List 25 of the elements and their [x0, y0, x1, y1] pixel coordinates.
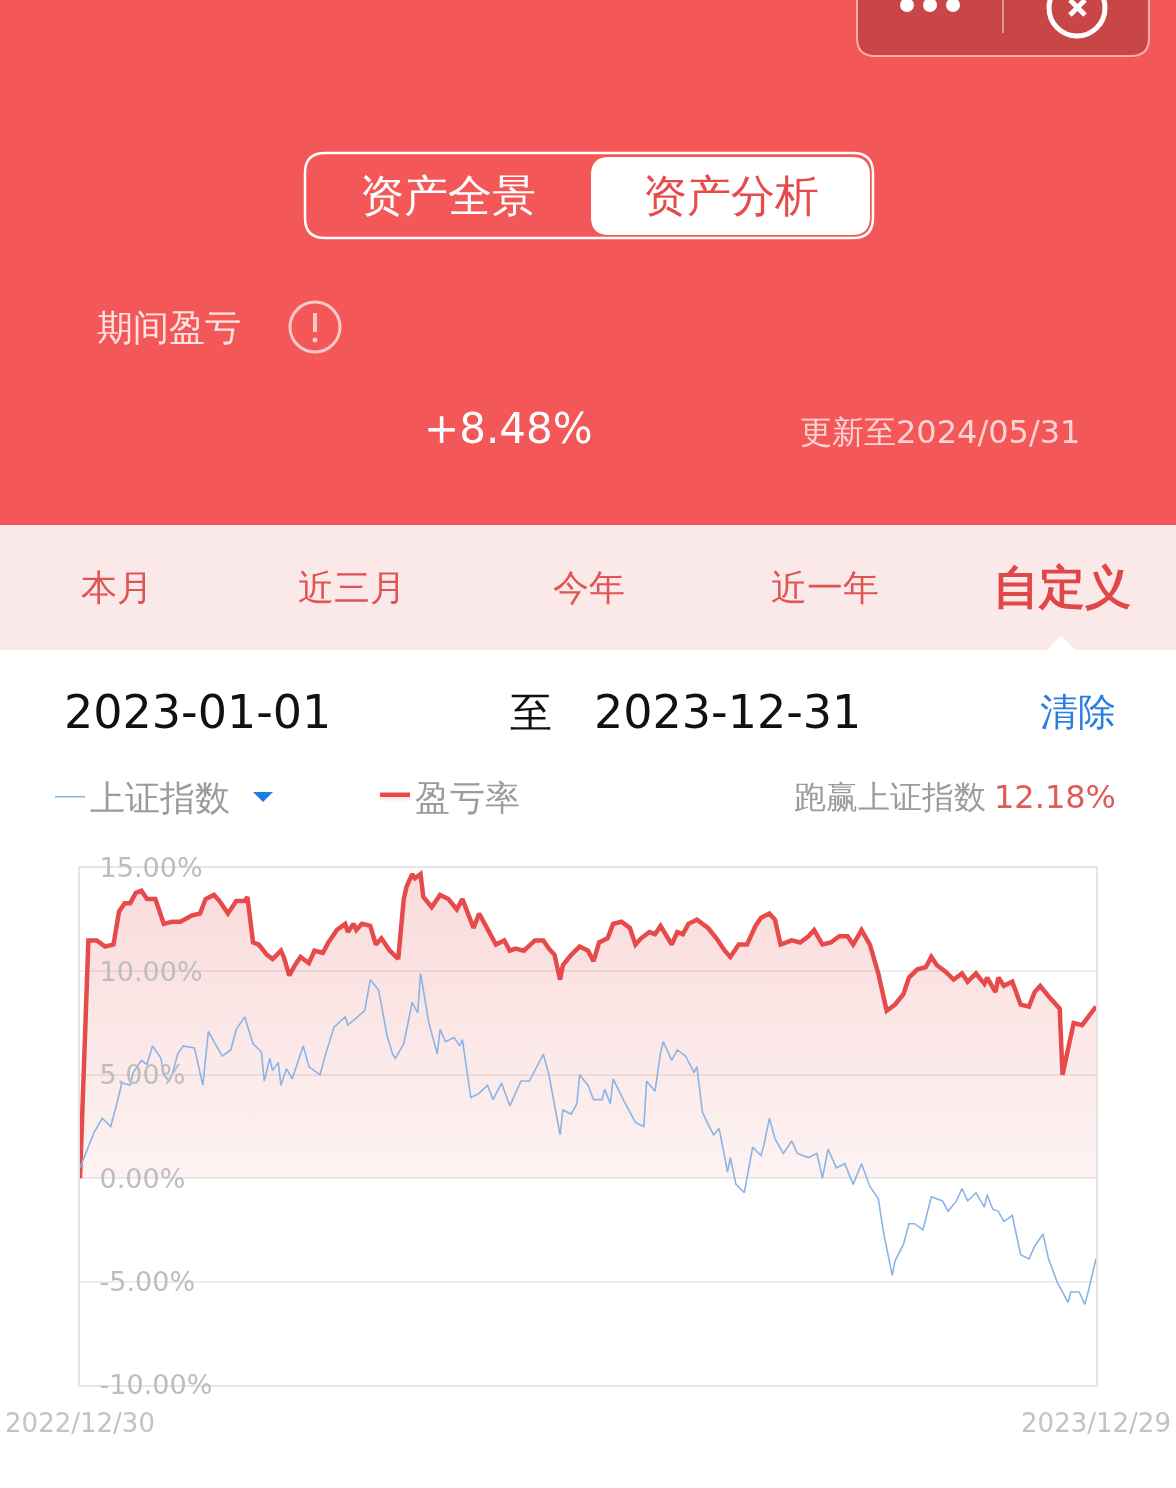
text: 至: [510, 688, 552, 737]
text: 今年: [553, 567, 625, 608]
y-tick-label: -5.00%: [99, 1266, 196, 1298]
text: 期间盈亏: [97, 307, 241, 348]
y-tick-label: 0.00%: [99, 1162, 186, 1194]
x-tick-label: 2023/12/29: [1021, 1408, 1171, 1439]
text: 近三月: [298, 567, 406, 608]
text: 近一年: [771, 567, 879, 608]
text: 更新至2024/05/31: [800, 413, 1081, 451]
text: 2023-01-01: [64, 685, 332, 739]
text: 清除: [1040, 690, 1116, 734]
y-tick-label: 10.00%: [99, 955, 203, 987]
text: 资产分析: [643, 170, 819, 221]
text: +8.48%: [424, 404, 593, 453]
text: 2023-12-31: [594, 685, 862, 739]
x-tick-label: 2022/12/30: [5, 1408, 155, 1439]
legend-label: 盈亏率: [415, 778, 520, 819]
text: 资产全景: [360, 170, 536, 221]
y-tick-label: -10.00%: [99, 1369, 213, 1401]
text: 本月: [81, 567, 153, 608]
text: 12.18%: [994, 778, 1117, 816]
y-tick-label: 15.00%: [99, 852, 203, 884]
text: 自定义: [993, 560, 1131, 614]
text: 跑赢上证指数: [794, 778, 986, 816]
legend-label: 上证指数: [90, 778, 230, 819]
